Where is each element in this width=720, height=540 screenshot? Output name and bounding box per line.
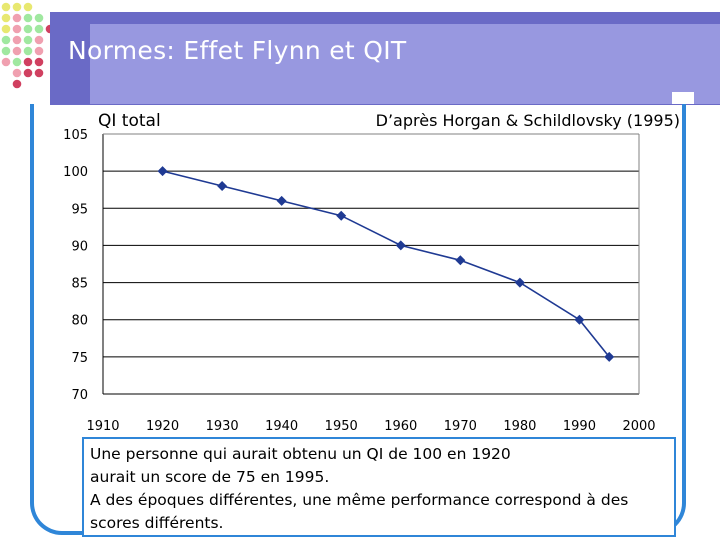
x-tick-label: 1940 bbox=[265, 419, 298, 434]
data-point-marker bbox=[276, 195, 287, 206]
plot-area bbox=[103, 134, 639, 394]
decorative-dot bbox=[12, 24, 22, 34]
decorative-dot bbox=[34, 13, 44, 23]
y-tick-label: 105 bbox=[63, 128, 88, 143]
title-bar-highlight bbox=[90, 24, 720, 104]
data-point-marker bbox=[157, 166, 168, 177]
decorative-dot bbox=[1, 35, 11, 45]
y-tick-label: 95 bbox=[71, 202, 88, 217]
x-tick-label: 1960 bbox=[384, 419, 417, 434]
decorative-dot bbox=[34, 46, 44, 56]
data-point-marker bbox=[455, 255, 466, 266]
data-point-marker bbox=[336, 210, 347, 221]
caption-box: Une personne qui aurait obtenu un QI de … bbox=[82, 437, 676, 537]
caption-line: aurait un score de 75 en 1995. bbox=[90, 468, 330, 486]
decorative-dot bbox=[1, 13, 11, 23]
caption-line: A des époques différentes, une même perf… bbox=[90, 491, 629, 509]
caption-line: scores différents. bbox=[90, 514, 224, 532]
decorative-dot bbox=[23, 35, 33, 45]
x-tick-label: 2000 bbox=[622, 419, 655, 434]
decorative-dot bbox=[34, 68, 44, 78]
decorative-dot bbox=[12, 13, 22, 23]
x-tick-label: 1910 bbox=[86, 419, 119, 434]
caption-line: Une personne qui aurait obtenu un QI de … bbox=[90, 445, 511, 463]
decorative-dot bbox=[23, 13, 33, 23]
decorative-dot bbox=[34, 35, 44, 45]
x-tick-label: 1980 bbox=[503, 419, 536, 434]
chart-source-note: D’après Horgan & Schildlovsky (1995) bbox=[376, 111, 680, 130]
decorative-dot bbox=[1, 46, 11, 56]
y-tick-label: 90 bbox=[71, 239, 88, 254]
x-tick-label: 1930 bbox=[206, 419, 239, 434]
y-tick-label: 80 bbox=[71, 314, 88, 329]
decorative-dot bbox=[1, 24, 11, 34]
x-tick-label: 1990 bbox=[563, 419, 596, 434]
data-point-marker bbox=[514, 277, 525, 288]
data-point-marker bbox=[395, 240, 406, 251]
x-tick-label: 1950 bbox=[325, 419, 358, 434]
decorative-dot bbox=[34, 57, 44, 67]
decorative-dot bbox=[23, 2, 33, 12]
decorative-dot bbox=[23, 68, 33, 78]
frame-gap-left bbox=[20, 92, 42, 104]
x-tick-label: 1920 bbox=[146, 419, 179, 434]
y-tick-label: 70 bbox=[71, 388, 88, 403]
decorative-dot bbox=[12, 35, 22, 45]
chart-title: QI total bbox=[98, 111, 161, 131]
data-point-marker bbox=[217, 181, 228, 191]
decorative-dot bbox=[23, 24, 33, 34]
y-tick-label: 75 bbox=[71, 351, 88, 366]
y-tick-label: 85 bbox=[71, 277, 88, 292]
decorative-dot bbox=[12, 46, 22, 56]
decorative-dot bbox=[12, 57, 22, 67]
decorative-dot bbox=[23, 57, 33, 67]
decorative-dot bbox=[12, 68, 22, 78]
y-tick-label: 100 bbox=[63, 165, 88, 180]
decorative-dot bbox=[12, 2, 22, 12]
title-bar bbox=[50, 12, 720, 105]
decorative-dot bbox=[23, 46, 33, 56]
data-point-marker bbox=[574, 314, 585, 325]
x-tick-label: 1970 bbox=[444, 419, 477, 434]
slide-title: Normes: Effet Flynn et QIT bbox=[68, 36, 407, 65]
decorative-dot bbox=[1, 2, 11, 12]
data-point-marker bbox=[604, 351, 615, 362]
decorative-dot bbox=[12, 79, 22, 89]
frame-gap-right bbox=[672, 92, 694, 104]
decorative-dot bbox=[1, 57, 11, 67]
decorative-dot-grid bbox=[1, 2, 55, 89]
decorative-dot bbox=[34, 24, 44, 34]
